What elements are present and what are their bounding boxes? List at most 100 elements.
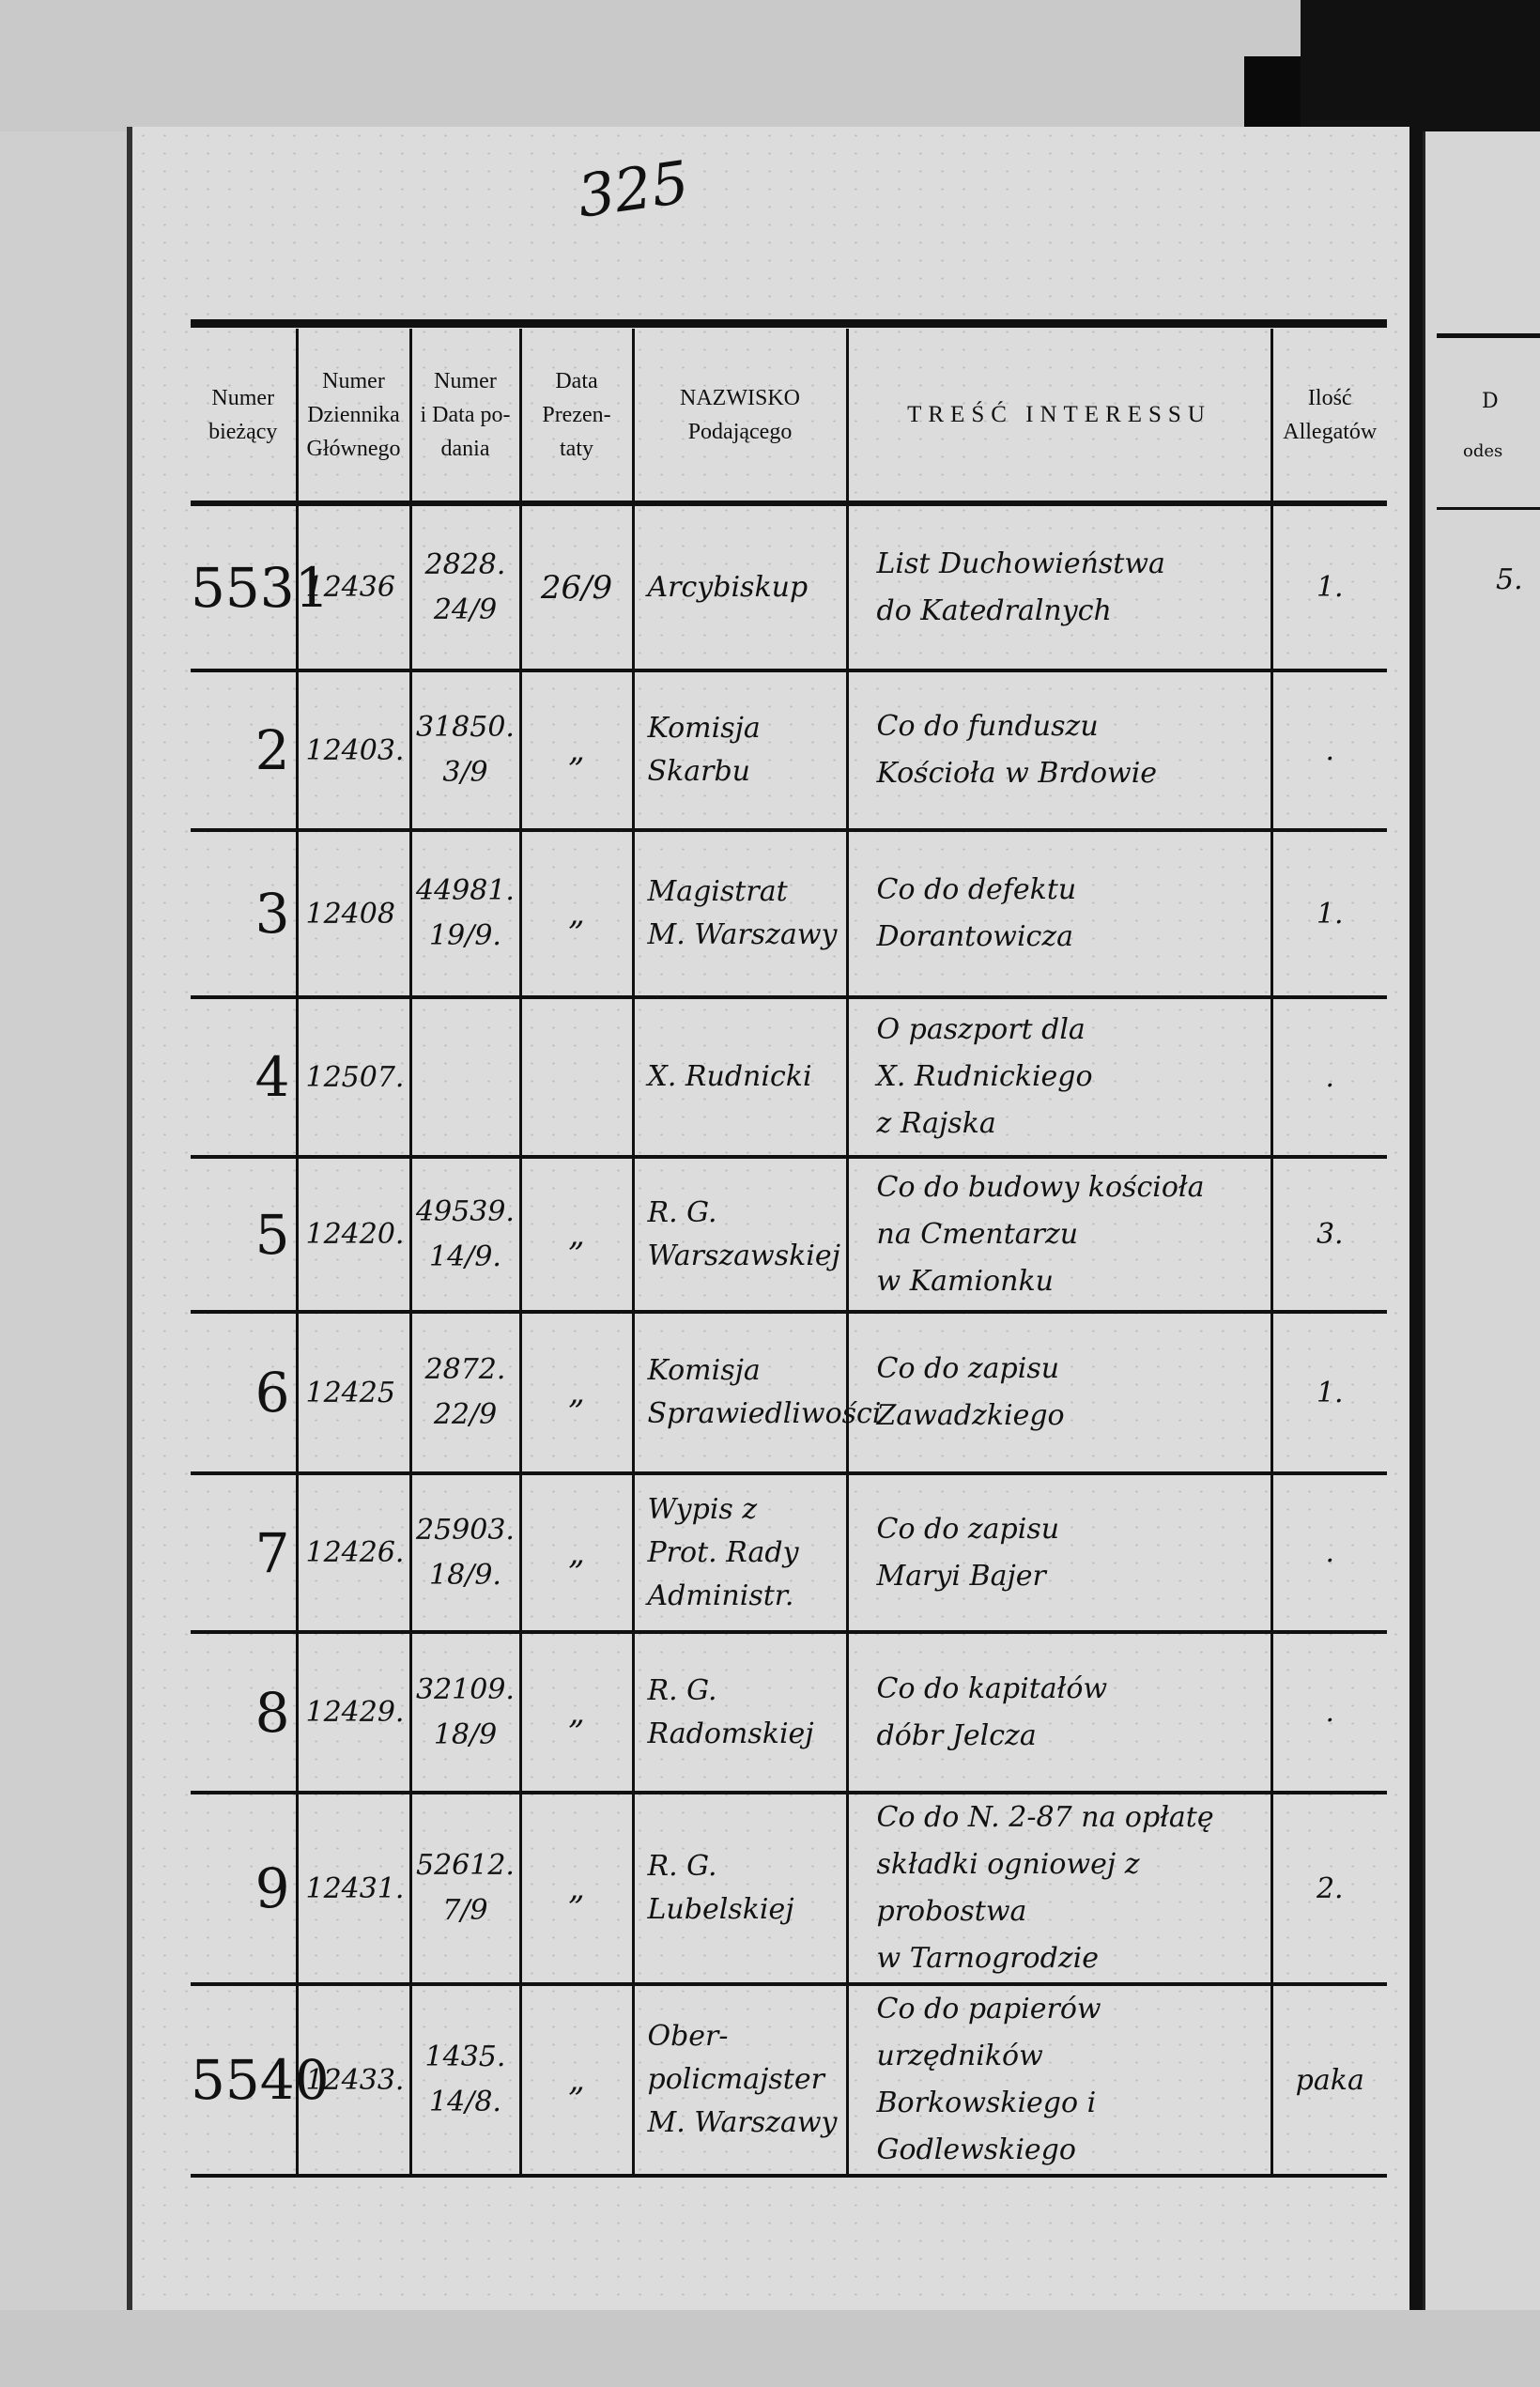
petition-number-date-text: 25903. bbox=[416, 1513, 515, 1547]
petitioner-name: Magistrat M. Warszawy bbox=[631, 830, 847, 999]
petition-number-date: 2828. 24/9 bbox=[408, 503, 520, 672]
rule bbox=[1437, 333, 1540, 338]
row-number-text: 5540 bbox=[191, 2048, 330, 2112]
header-numer-data-podania: Numer i Data po-dania bbox=[408, 329, 520, 506]
petition-number-date-text: 3/9 bbox=[442, 756, 488, 789]
journal-number-text: 12429. bbox=[305, 1696, 405, 1729]
matter-content-text: do Katedralnych bbox=[876, 593, 1112, 627]
attachments-count-text: 1. bbox=[1316, 1376, 1344, 1409]
matter-content-text: Co do budowy kościoła bbox=[876, 1170, 1205, 1204]
petitioner-name-text: Komisja bbox=[647, 1354, 761, 1387]
presentation-date-text: „ bbox=[568, 1533, 585, 1572]
petition-number-date: 2872. 22/9 bbox=[408, 1312, 520, 1475]
matter-content-text: Maryi Bajer bbox=[876, 1559, 1046, 1593]
petitioner-name: R. G. Lubelskiej bbox=[631, 1793, 847, 1986]
petition-number-date-text: 18/9. bbox=[429, 1558, 501, 1592]
attachments-count: 1. bbox=[1270, 1312, 1387, 1475]
adjacent-header-fragment: D bbox=[1482, 390, 1499, 413]
attachments-count: . bbox=[1270, 1473, 1387, 1634]
register-table: Numer bieżący Numer Dziennika Głównego Nume… bbox=[191, 329, 1387, 2178]
petitioner-name: Komisja Skarbu bbox=[631, 670, 847, 832]
petition-number-date-text: 44981. bbox=[416, 874, 515, 907]
journal-number-text: 12408 bbox=[305, 897, 395, 931]
header-line: Data bbox=[555, 368, 598, 393]
attachments-count-text: . bbox=[1325, 733, 1335, 767]
journal-number: 12507. bbox=[295, 997, 410, 1159]
attachments-count-text: paka bbox=[1295, 2063, 1364, 2097]
matter-content: Co do zapisu Zawadzkiego bbox=[845, 1312, 1271, 1475]
table-row: 6 12425 2872. 22/9 „ Komisja Sprawiedliwości Co… bbox=[191, 1312, 1387, 1475]
row-number-text: 3 bbox=[254, 882, 290, 946]
attachments-count: 3. bbox=[1270, 1157, 1387, 1314]
petitioner-name: R. G. Radomskiej bbox=[631, 1632, 847, 1794]
row-number-text: 8 bbox=[254, 1680, 290, 1745]
matter-content: O paszport dla X. Rudnickiego z Rajska bbox=[845, 997, 1271, 1159]
journal-number: 12433. bbox=[295, 1984, 410, 2178]
table-row: 2 12403. 31850. 3/9 „ Komisja Skarbu Co do fund… bbox=[191, 670, 1387, 832]
journal-number: 12403. bbox=[295, 670, 410, 832]
matter-content-text: Co do N. 2-87 na opłatę bbox=[876, 1801, 1214, 1834]
matter-content-text: Co do zapisu bbox=[876, 1512, 1060, 1546]
petition-number-date-text: 14/8. bbox=[429, 2086, 501, 2118]
petition-number-date-text: 52612. bbox=[416, 1849, 515, 1882]
petitioner-name: Wypis z Prot. Rady Administr. bbox=[631, 1473, 847, 1634]
row-number: 6 bbox=[191, 1312, 297, 1475]
petition-number-date: 49539. 14/9. bbox=[408, 1157, 520, 1314]
matter-content-text: składki ogniowej z probostwa bbox=[876, 1848, 1140, 1928]
presentation-date-text: „ bbox=[568, 732, 585, 769]
row-number-text: 7 bbox=[254, 1520, 290, 1585]
journal-number: 12429. bbox=[295, 1632, 410, 1794]
matter-content-text: dóbr Jelcza bbox=[876, 1718, 1037, 1752]
petition-number-date: 52612. 7/9 bbox=[408, 1793, 520, 1986]
matter-content: List Duchowieństwa do Katedralnych bbox=[845, 503, 1271, 672]
presentation-date-text: „ bbox=[568, 1693, 585, 1732]
petitioner-name-text: Administr. bbox=[647, 1578, 794, 1612]
attachments-count: . bbox=[1270, 670, 1387, 832]
table-row: 4 12507. X. Rudnicki O paszport dla X. Rudni… bbox=[191, 997, 1387, 1159]
table-row: 5540 12433. 1435. 14/8. „ Ober-policmajster M.… bbox=[191, 1984, 1387, 2178]
matter-content-text: Co do papierów urzędników bbox=[876, 1993, 1101, 2072]
row-number: 3 bbox=[191, 830, 297, 999]
petitioner-name-text: Arcybiskup bbox=[647, 570, 808, 604]
petition-number-date: 31850. 3/9 bbox=[408, 670, 520, 832]
presentation-date bbox=[518, 997, 633, 1159]
attachments-count: 1. bbox=[1270, 830, 1387, 999]
header-line: bieżący bbox=[208, 419, 278, 444]
matter-content: Co do papierów urzędników Borkowskiego i … bbox=[845, 1984, 1271, 2178]
attachments-count-text: 3. bbox=[1316, 1218, 1344, 1251]
petitioner-name-text: Komisja bbox=[647, 712, 761, 745]
table-row: 9 12431. 52612. 7/9 „ R. G. Lubelskiej Co do N… bbox=[191, 1793, 1387, 1986]
petition-number-date bbox=[408, 997, 520, 1159]
petitioner-name-text: Skarbu bbox=[647, 755, 750, 788]
matter-content-text: Zawadzkiego bbox=[876, 1399, 1065, 1432]
matter-content-text: w Kamionku bbox=[876, 1264, 1054, 1298]
journal-number-text: 12403. bbox=[305, 733, 405, 767]
row-number-text: 9 bbox=[254, 1856, 290, 1920]
petitioner-name-text: Sprawiedliwości bbox=[647, 1397, 882, 1430]
journal-number-text: 12425 bbox=[305, 1376, 395, 1409]
presentation-date: „ bbox=[518, 1632, 633, 1794]
attachments-count: paka bbox=[1270, 1984, 1387, 2178]
petition-number-date-text: 49539. bbox=[416, 1194, 515, 1228]
attachments-count: 1. bbox=[1270, 503, 1387, 672]
petition-number-date-text: 2872. bbox=[424, 1353, 506, 1386]
petitioner-name-text: M. Warszawy bbox=[647, 2106, 838, 2139]
attachments-count-text: 1. bbox=[1316, 897, 1344, 931]
journal-number: 12420. bbox=[295, 1157, 410, 1314]
presentation-date: „ bbox=[518, 1793, 633, 1986]
petitioner-name: Arcybiskup bbox=[631, 503, 847, 672]
header-line: Dziennika bbox=[307, 402, 400, 427]
journal-number: 12426. bbox=[295, 1473, 410, 1634]
petitioner-name: X. Rudnicki bbox=[631, 997, 847, 1159]
matter-content-text: Co do defektu bbox=[876, 873, 1077, 906]
petition-number-date-text: 14/9. bbox=[429, 1240, 501, 1273]
petition-number-date-text: 32109. bbox=[416, 1672, 515, 1706]
matter-content-text: Co do zapisu bbox=[876, 1352, 1060, 1385]
presentation-date-text: „ bbox=[568, 1215, 585, 1254]
petition-number-date-text: 22/9 bbox=[433, 1398, 498, 1431]
header-line: Numer bbox=[434, 368, 497, 393]
header-data-prezentaty: Data Prezen-taty bbox=[518, 329, 633, 506]
petition-number-date-text: 7/9 bbox=[442, 1894, 488, 1927]
journal-number-text: 12433. bbox=[305, 2063, 405, 2097]
row-number-text: 5531 bbox=[191, 555, 330, 620]
